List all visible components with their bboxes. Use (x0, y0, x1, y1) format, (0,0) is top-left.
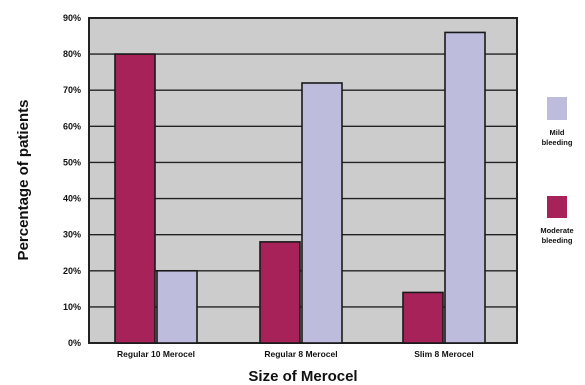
legend-label: Moderate bleeding (540, 226, 573, 245)
y-tick-label: 80% (63, 49, 81, 59)
bars (114, 31, 486, 344)
bar-moderate-3 (402, 291, 444, 344)
y-tick-label: 20% (63, 266, 81, 276)
y-tick-label: 50% (63, 157, 81, 167)
x-category-label: Regular 8 Merocel (264, 349, 337, 359)
bar-mild-3 (444, 31, 486, 344)
x-category-label: Slim 8 Merocel (414, 349, 474, 359)
bar-mild-1 (156, 269, 198, 344)
x-axis-categories: Regular 10 Merocel Regular 8 Merocel Slim … (117, 349, 474, 359)
x-axis-title: Size of Merocel (248, 368, 357, 385)
legend: Mild bleeding Moderate bleeding (540, 97, 574, 245)
bar-moderate-1 (114, 53, 156, 344)
y-tick-label: 70% (63, 85, 81, 95)
y-tick-label: 0% (68, 338, 81, 348)
y-tick-label: 90% (63, 13, 81, 23)
x-category-label: Regular 10 Merocel (117, 349, 195, 359)
y-tick-label: 40% (63, 194, 81, 204)
y-axis-title: Percentage of patients (15, 100, 32, 261)
bar-mild-2 (301, 82, 343, 344)
y-axis-ticks: 0% 10% 20% 30% 40% 50% 60% 70% 80% 90% (63, 13, 81, 348)
bar-moderate-2 (259, 241, 301, 344)
legend-swatch (547, 97, 567, 120)
y-tick-label: 10% (63, 302, 81, 312)
y-tick-label: 30% (63, 230, 81, 240)
y-tick-label: 60% (63, 121, 81, 131)
legend-swatch (547, 196, 567, 218)
legend-label: Mild bleeding (542, 128, 573, 147)
